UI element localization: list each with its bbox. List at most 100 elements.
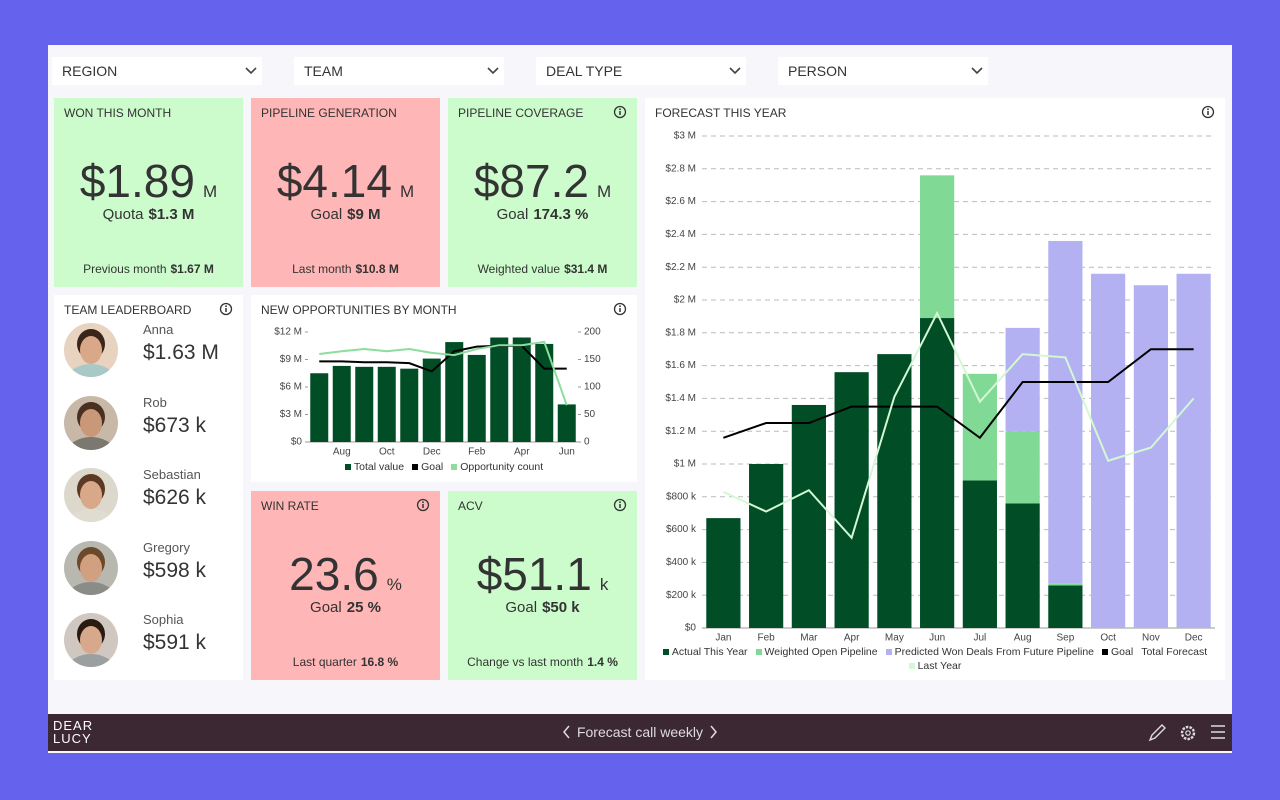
kpi-footer-label: Change vs last month — [467, 655, 584, 669]
y-tick-label: $200 k — [666, 590, 697, 601]
legend-swatch — [451, 464, 458, 470]
y-tick-label: $3 M — [280, 409, 302, 420]
bar — [706, 518, 741, 628]
y-tick-label: $12 M — [274, 327, 302, 338]
kpi-value-row: $4.14 M — [251, 154, 440, 208]
kpi-footer-value: $1.67 M — [170, 262, 214, 276]
info-icon-dot — [619, 305, 621, 308]
kpi-value: $4.14 — [276, 155, 392, 207]
info-icon-dot — [619, 108, 621, 111]
legend-label: Weighted Open Pipeline — [764, 646, 878, 658]
logo: DEAR — [53, 718, 94, 733]
filter-dropdown[interactable]: REGION — [52, 57, 262, 85]
icon — [245, 67, 257, 75]
y-tick-label: $9 M — [280, 354, 302, 365]
prev-button[interactable] — [563, 725, 570, 739]
kpi-title: WIN RATE — [261, 499, 319, 513]
x-tick-label: Jun — [929, 633, 945, 644]
kpi-target-label: Goal — [310, 206, 343, 223]
x-tick-label: Nov — [1142, 633, 1160, 644]
avatar — [64, 540, 118, 595]
icon — [64, 323, 118, 377]
person-value: $591 k — [143, 631, 207, 654]
filter-label: DEAL TYPE — [546, 63, 623, 79]
kpi-card: WIN RATE 23.6% Goal 25 % Last quarter 16.8 % — [251, 491, 440, 680]
x-tick-label: Aug — [1014, 633, 1032, 644]
y-tick-label: $2.6 M — [665, 196, 696, 207]
bar — [310, 373, 329, 442]
person-name: Rob — [143, 394, 167, 410]
legend-label: Predicted Won Deals From Future Pipeline — [894, 646, 1095, 658]
bar — [791, 404, 826, 628]
kpi-card: ACV $51.1 k Goal $50 k Change vs last month 1.… — [448, 491, 637, 680]
avatar-face — [80, 553, 102, 582]
legend-swatch — [344, 464, 351, 470]
person-value: $598 k — [143, 558, 207, 582]
edit-icon[interactable] — [1148, 724, 1166, 742]
y-tick-label: 150 — [584, 354, 601, 365]
x-tick-label: Dec — [423, 447, 441, 458]
bar — [490, 337, 509, 442]
info-icon — [613, 105, 627, 119]
legend-label: Goal — [1111, 646, 1134, 658]
y-tick-label: $400 k — [666, 557, 697, 568]
icon: $0 $200 k $400 k $600 k $800 k $1 M $1.2 M $1.4… — [665, 131, 1215, 644]
kpi-unit: M — [399, 182, 415, 201]
legend-label: Total Forecast — [1141, 646, 1208, 658]
next-button[interactable] — [710, 725, 717, 739]
legend-swatch — [885, 649, 892, 655]
kpi-footer-row: Change vs last month 1.4 % — [448, 655, 637, 669]
bar — [332, 365, 351, 442]
kpi-footer-label: Last quarter — [292, 655, 357, 669]
legend-label: Last Year — [917, 660, 962, 672]
legend-swatch — [412, 464, 419, 470]
kpi-unit: % — [386, 575, 402, 594]
logo: LUCY — [53, 731, 92, 746]
bar — [1048, 583, 1083, 586]
icon — [487, 67, 499, 75]
filter-dropdown[interactable]: TEAM — [294, 57, 504, 85]
person-name: Anna — [143, 322, 174, 337]
avatar-face — [80, 626, 102, 654]
chart-card: FORECAST THIS YEAR $0 $200 k $400 k $600 k $8… — [645, 98, 1225, 680]
legend-label: Actual This Year — [671, 646, 748, 658]
kpi-footer-label: Weighted value — [477, 262, 561, 276]
legend-swatch — [908, 663, 915, 669]
avatar-body — [67, 436, 115, 450]
y-tick-label: 50 — [584, 409, 596, 420]
person-name: Sebastian — [143, 467, 201, 482]
info-icon — [613, 302, 627, 316]
x-tick-label: Apr — [514, 447, 530, 458]
settings-icon[interactable] — [1180, 725, 1196, 741]
y-tick-label: $1.6 M — [665, 360, 696, 371]
y-tick-label: $600 k — [666, 524, 697, 535]
bar — [1005, 503, 1040, 628]
line — [722, 310, 1195, 540]
bar — [355, 366, 374, 442]
x-tick-label: Feb — [758, 633, 776, 644]
leaderboard: TEAM LEADERBOARD Anna $1.63 M Rob $673 k Seba… — [54, 295, 243, 680]
kpi-footer-label: Last month — [292, 262, 352, 276]
view-name: Forecast call weekly — [576, 724, 704, 740]
filter-dropdown[interactable]: PERSON — [778, 57, 988, 85]
kpi-value-row: $51.1 k — [448, 547, 637, 601]
filter-dropdown[interactable]: DEAL TYPE — [536, 57, 746, 85]
kpi-target: 25 % — [346, 599, 381, 616]
x-tick-label: Apr — [844, 633, 860, 644]
icon — [64, 468, 118, 522]
bar — [422, 358, 441, 442]
footer-bar: DEAR LUCY Forecast call weekly — [48, 714, 1232, 751]
avatar — [64, 613, 118, 667]
line — [319, 340, 568, 406]
x-tick-label: Feb — [468, 447, 486, 458]
bar — [920, 175, 955, 319]
icon: $0 $3 M $6 M $9 M $12 M 0 50 100 150 200 Aug Oct Dec… — [274, 327, 601, 458]
info-icon-dot — [619, 501, 621, 504]
y-tick-label: $3 M — [674, 131, 696, 142]
kpi-card: PIPELINE GENERATION $4.14 M Goal $9 M Last mo… — [251, 98, 440, 287]
kpi-value: 23.6 — [289, 548, 379, 600]
bar — [962, 480, 997, 628]
icon — [64, 395, 118, 450]
legend-item: Actual This Year — [662, 646, 748, 658]
